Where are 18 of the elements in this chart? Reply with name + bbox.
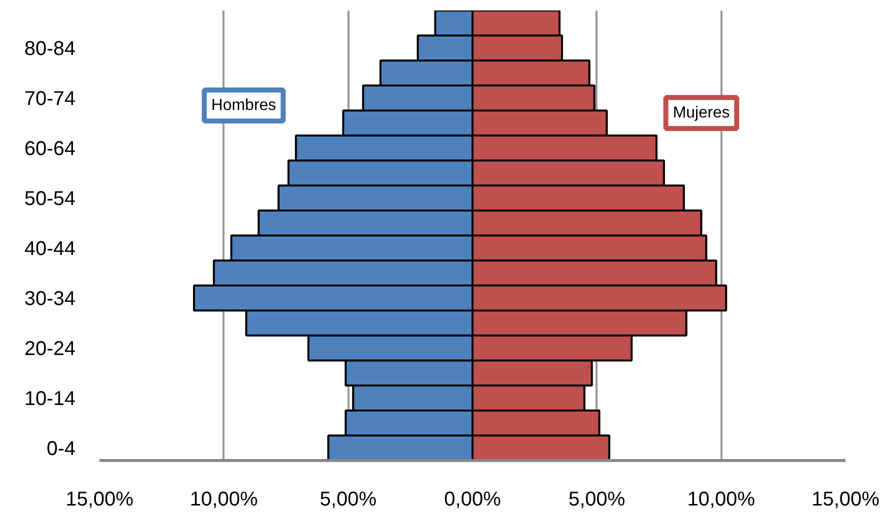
x-tick-label: 10,00% [687,488,756,510]
y-tick-label: 20-24 [24,338,76,360]
series-label: Mujeres [672,104,730,122]
y-tick-label: 70-74 [24,88,76,110]
y-tick-label: 60-64 [24,138,76,160]
x-tick-label: 5,00% [568,488,626,510]
y-tick-label: 40-44 [24,238,76,260]
x-tick-label: 10,00% [190,488,258,510]
y-tick-label: 30-34 [24,288,76,310]
x-tick-label: 5,00% [320,488,377,510]
series-label: Hombres [211,97,276,114]
y-tick-label: 0-4 [46,438,76,460]
x-tick-label: 0,00% [444,488,502,510]
x-tick-label: 15,00% [66,488,134,510]
y-tick-label: 80-84 [24,38,76,60]
y-tick-label: 50-54 [24,188,76,210]
x-tick-label: 15,00% [812,488,880,510]
y-tick-label: 10-14 [24,388,76,410]
